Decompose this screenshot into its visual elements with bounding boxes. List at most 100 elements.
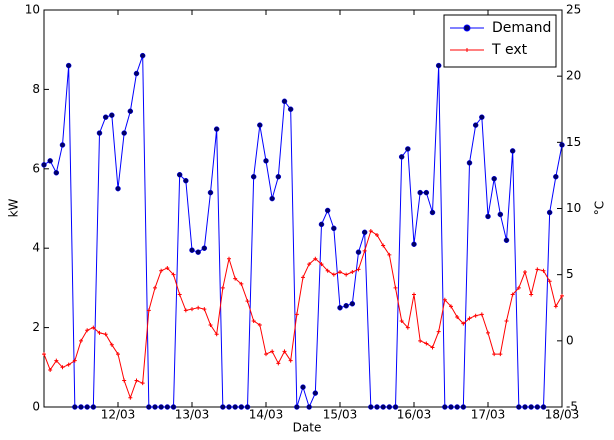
point <box>109 342 114 347</box>
y-tick-label: 10 <box>25 3 40 17</box>
point <box>344 272 349 277</box>
point <box>529 292 534 297</box>
point <box>42 352 46 357</box>
y2-tick-label: 0 <box>566 333 574 347</box>
point <box>47 158 53 164</box>
point <box>375 232 379 237</box>
point <box>387 252 392 257</box>
point <box>324 207 331 214</box>
point <box>139 52 146 59</box>
point <box>362 248 367 253</box>
y-tick-label: 0 <box>32 400 40 414</box>
point <box>207 189 214 196</box>
point <box>201 245 208 251</box>
point <box>196 305 201 310</box>
point <box>473 313 478 318</box>
point <box>386 404 393 410</box>
point <box>423 189 430 196</box>
point <box>411 241 417 247</box>
point <box>318 221 325 228</box>
point <box>498 352 503 357</box>
point <box>195 249 201 255</box>
point <box>430 345 435 350</box>
point <box>467 316 472 321</box>
point <box>134 378 139 383</box>
point <box>312 390 319 396</box>
point <box>405 146 411 152</box>
point <box>65 62 72 69</box>
point <box>244 404 251 410</box>
y-tick-label: 4 <box>32 241 40 255</box>
point <box>128 395 133 400</box>
point <box>479 114 485 120</box>
point <box>294 312 299 317</box>
point <box>115 185 121 192</box>
point <box>398 154 405 160</box>
point <box>159 268 164 273</box>
point <box>541 268 546 273</box>
point <box>455 315 460 320</box>
point <box>560 293 564 298</box>
point <box>454 404 460 410</box>
legend-label: Demand <box>492 20 551 36</box>
point <box>170 404 177 410</box>
y2-tick-label: -5 <box>566 400 578 414</box>
point <box>78 404 84 410</box>
point <box>522 404 528 410</box>
point <box>109 112 115 118</box>
point <box>72 358 77 363</box>
point <box>497 211 504 218</box>
x-tick-label: 16/03 <box>397 408 432 422</box>
point <box>374 404 380 410</box>
point <box>91 325 96 330</box>
point <box>116 352 120 357</box>
y-tick-label: 6 <box>32 161 40 175</box>
point <box>171 272 176 277</box>
point <box>535 267 540 272</box>
point <box>232 404 238 410</box>
point <box>368 228 373 233</box>
point <box>546 209 553 216</box>
point <box>307 262 312 267</box>
point <box>417 189 423 196</box>
point <box>331 272 336 277</box>
point <box>122 378 127 383</box>
point <box>288 358 293 363</box>
point <box>449 304 453 309</box>
point <box>313 256 318 261</box>
point <box>276 361 281 366</box>
point <box>381 243 386 248</box>
point <box>553 173 559 180</box>
point <box>300 384 306 390</box>
point <box>85 328 90 333</box>
point <box>306 404 312 410</box>
point <box>84 404 90 410</box>
point <box>41 162 47 168</box>
plot-frame <box>43 9 563 408</box>
point <box>177 292 182 297</box>
point <box>356 267 361 272</box>
point <box>270 349 275 354</box>
point <box>461 321 466 326</box>
point <box>226 404 232 410</box>
y2-tick-label: 25 <box>566 3 581 17</box>
point <box>294 404 300 410</box>
point <box>269 195 275 202</box>
x-tick-label: 18/03 <box>545 408 580 422</box>
point <box>164 404 171 410</box>
point <box>227 256 231 261</box>
point <box>553 304 558 309</box>
point <box>503 237 510 244</box>
point <box>97 330 102 335</box>
point <box>528 404 534 410</box>
point <box>183 308 188 313</box>
y2-tick-label: 5 <box>566 267 574 281</box>
x-tick-label: 15/03 <box>323 408 358 422</box>
point <box>257 322 262 327</box>
point <box>103 332 108 337</box>
point <box>485 213 491 220</box>
legend-marker <box>465 48 469 52</box>
point <box>121 130 127 136</box>
point <box>60 365 65 370</box>
